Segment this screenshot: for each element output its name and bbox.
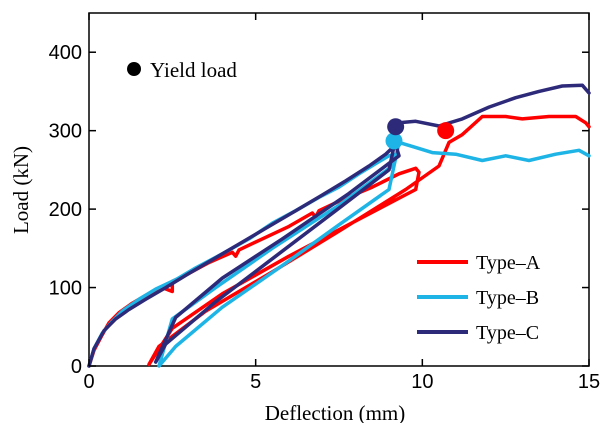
plot-area: 0 5 10 15 0 100 200 300 400: [49, 12, 600, 393]
series-line-type-c: [87, 83, 591, 368]
yield-load-annotation: Yield load: [127, 58, 237, 82]
x-tick-label: 10: [411, 371, 433, 393]
legend-label-type-a: Type–A: [476, 252, 541, 274]
x-tick-label: 0: [83, 371, 94, 393]
ticks-layer: 0 5 10 15 0 100 200 300 400: [49, 13, 600, 393]
yield-load-label: Yield load: [150, 58, 237, 82]
yield-marker-layer: [385, 118, 455, 150]
x-tick-label: 15: [578, 371, 600, 393]
yield-point-type-a: [437, 122, 455, 140]
y-tick-label: 0: [71, 356, 82, 378]
x-tick-label: 5: [250, 371, 261, 393]
y-axis-label: Load (kN): [9, 146, 33, 234]
x-axis-label: Deflection (mm): [265, 401, 406, 423]
series-line-type-a: [87, 114, 591, 368]
y-tick-label: 300: [49, 121, 82, 143]
plot-frame: [88, 12, 590, 367]
yield-marker-icon: [127, 62, 141, 76]
series-layer: [87, 83, 591, 368]
legend-label-type-c: Type–C: [476, 322, 539, 344]
y-tick-label: 200: [49, 199, 82, 221]
y-tick-label: 100: [49, 278, 82, 300]
yield-point-type-b: [385, 132, 403, 150]
legend-label-type-b: Type–B: [476, 287, 539, 309]
yield-point-type-c: [387, 118, 405, 136]
legend: Type–A Type–B Type–C: [417, 252, 541, 344]
y-tick-label: 400: [49, 42, 82, 64]
